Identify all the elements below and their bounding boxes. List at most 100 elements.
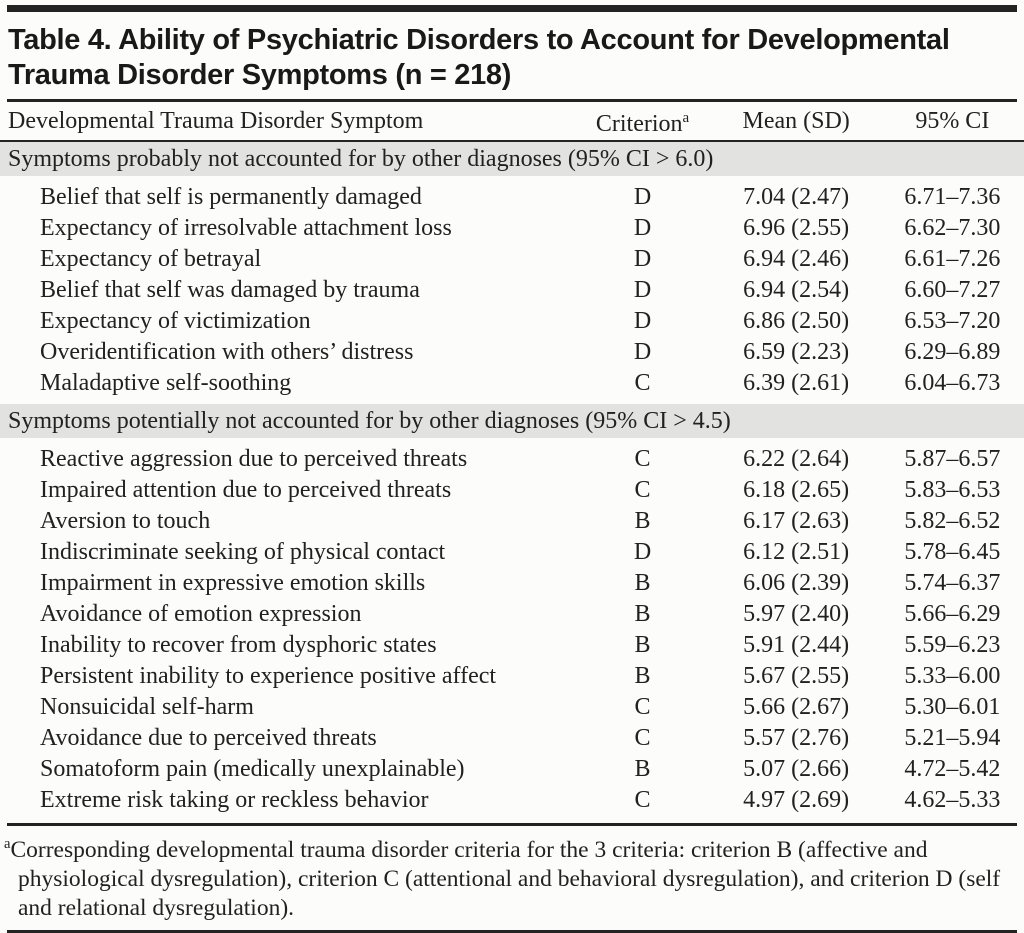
- symptom-cell: Overidentification with others’ distress: [40, 339, 414, 365]
- mean-sd-cell: 6.12 (2.51): [743, 539, 850, 565]
- symptom-row: Inability to recover from dysphoric stat…: [0, 630, 1024, 661]
- section-header-label: Symptoms probably not accounted for by o…: [0, 141, 1024, 176]
- mean-sd-cell: 6.86 (2.50): [743, 308, 850, 334]
- column-header-row: Developmental Trauma Disorder Symptom Cr…: [0, 102, 1024, 142]
- ci-cell: 5.33–6.00: [904, 663, 1001, 689]
- mean-sd-cell: 6.94 (2.54): [743, 277, 850, 303]
- criterion-cell: B: [634, 508, 651, 534]
- symptom-row: Belief that self is permanently damaged D…: [0, 176, 1024, 213]
- symptom-cell: Persistent inability to experience posit…: [40, 663, 497, 689]
- symptom-cell: Somatoform pain (medically unexplainable…: [40, 756, 465, 782]
- footnote-divider-rule: [7, 823, 1017, 826]
- section-header-row: Symptoms potentially not accounted for b…: [0, 404, 1024, 438]
- mean-sd-cell: 6.39 (2.61): [743, 370, 850, 396]
- mean-sd-cell: 6.96 (2.55): [743, 215, 850, 241]
- criterion-footnote-marker: a: [682, 110, 690, 126]
- symptom-cell: Expectancy of irresolvable attachment lo…: [40, 215, 452, 241]
- mean-sd-cell: 5.66 (2.67): [743, 694, 850, 720]
- mean-sd-cell: 6.59 (2.23): [743, 339, 850, 365]
- table-bottom-border-rule: [7, 929, 1017, 933]
- ci-cell: 6.71–7.36: [904, 184, 1001, 210]
- symptom-row: Avoidance due to perceived threats C 5.57 …: [0, 723, 1024, 754]
- symptom-row: Expectancy of irresolvable attachment lo…: [0, 213, 1024, 244]
- table-top-border-bar: [7, 5, 1017, 12]
- mean-sd-cell: 5.91 (2.44): [743, 632, 850, 658]
- mean-sd-cell: 4.97 (2.69): [743, 787, 850, 813]
- symptom-row: Expectancy of victimization D 6.86 (2.50) 6…: [0, 306, 1024, 337]
- symptom-row: Overidentification with others’ distress…: [0, 337, 1024, 368]
- symptom-cell: Avoidance of emotion expression: [40, 601, 362, 627]
- mean-sd-cell: 6.22 (2.64): [743, 446, 850, 472]
- column-header-symptom: Developmental Trauma Disorder Symptom: [0, 102, 574, 142]
- ci-cell: 6.62–7.30: [904, 215, 1001, 241]
- criterion-cell: D: [633, 339, 652, 365]
- symptom-cell: Impairment in expressive emotion skills: [40, 570, 426, 596]
- ci-cell: 4.72–5.42: [904, 756, 1001, 782]
- symptom-row: Persistent inability to experience posit…: [0, 661, 1024, 692]
- table-title-line-1: Table 4. Ability of Psychiatric Disorder…: [8, 24, 950, 56]
- ci-cell: 5.74–6.37: [904, 570, 1001, 596]
- symptom-row: Reactive aggression due to perceived thr…: [0, 438, 1024, 475]
- mean-sd-cell: 7.04 (2.47): [743, 184, 850, 210]
- symptom-row: Extreme risk taking or reckless behavior…: [0, 785, 1024, 821]
- symptom-row: Impaired attention due to perceived thre…: [0, 475, 1024, 506]
- ci-cell: 6.61–7.26: [904, 246, 1001, 272]
- symptom-row: Avoidance of emotion expression B 5.97 (2.…: [0, 599, 1024, 630]
- symptom-cell: Belief that self was damaged by trauma: [40, 277, 420, 303]
- ci-cell: 6.60–7.27: [904, 277, 1001, 303]
- symptom-cell: Expectancy of victimization: [40, 308, 311, 334]
- ci-cell: 5.83–6.53: [904, 477, 1001, 503]
- mean-sd-cell: 5.97 (2.40): [743, 601, 850, 627]
- mean-sd-cell: 6.06 (2.39): [743, 570, 850, 596]
- criterion-cell: C: [634, 694, 651, 720]
- column-header-criterion: Criteriona: [573, 102, 712, 142]
- ci-cell: 6.04–6.73: [904, 370, 1001, 396]
- criterion-cell: B: [634, 570, 651, 596]
- mean-sd-cell: 6.17 (2.63): [743, 508, 850, 534]
- symptom-cell: Indiscriminate seeking of physical conta…: [40, 539, 446, 565]
- mean-sd-cell: 5.57 (2.76): [743, 725, 850, 751]
- table-title: Table 4. Ability of Psychiatric Disorder…: [8, 23, 1016, 93]
- symptom-row: Nonsuicidal self-harm C 5.66 (2.67) 5.30–6.…: [0, 692, 1024, 723]
- criterion-header-label: Criterion: [595, 111, 683, 137]
- criterion-cell: C: [634, 477, 651, 503]
- mean-sd-cell: 6.18 (2.65): [743, 477, 850, 503]
- symptom-cell: Reactive aggression due to perceived thr…: [40, 446, 468, 472]
- journal-table-figure: Table 4. Ability of Psychiatric Disorder…: [0, 5, 1024, 933]
- symptom-cell: Nonsuicidal self-harm: [40, 694, 254, 720]
- criterion-cell: B: [634, 601, 651, 627]
- table-title-line-2: Trauma Disorder Symptoms (n = 218): [8, 59, 512, 91]
- criterion-cell: B: [634, 663, 651, 689]
- ci-cell: 4.62–5.33: [904, 787, 1001, 813]
- symptom-row: Somatoform pain (medically unexplainable…: [0, 754, 1024, 785]
- criterion-cell: B: [634, 756, 651, 782]
- ci-cell: 5.21–5.94: [904, 725, 1001, 751]
- mean-sd-cell: 5.67 (2.55): [743, 663, 850, 689]
- criterion-cell: D: [633, 539, 652, 565]
- symptom-cell: Expectancy of betrayal: [40, 246, 262, 272]
- ci-cell: 5.87–6.57: [904, 446, 1001, 472]
- ci-cell: 5.30–6.01: [904, 694, 1001, 720]
- symptom-row: Impairment in expressive emotion skills B…: [0, 568, 1024, 599]
- criterion-cell: D: [633, 215, 652, 241]
- ci-cell: 5.59–6.23: [904, 632, 1001, 658]
- criterion-cell: D: [633, 246, 652, 272]
- column-header-mean-sd: Mean (SD): [711, 102, 881, 142]
- symptom-cell: Avoidance due to perceived threats: [40, 725, 377, 751]
- criterion-cell: C: [634, 787, 651, 813]
- ci-cell: 5.78–6.45: [904, 539, 1001, 565]
- symptom-cell: Extreme risk taking or reckless behavior: [40, 787, 429, 813]
- symptom-cell: Inability to recover from dysphoric stat…: [40, 632, 437, 658]
- criterion-cell: B: [634, 632, 651, 658]
- symptom-row: Expectancy of betrayal D 6.94 (2.46) 6.61–7…: [0, 244, 1024, 275]
- criterion-cell: C: [634, 446, 651, 472]
- symptom-row: Indiscriminate seeking of physical conta…: [0, 537, 1024, 568]
- symptom-row: Maladaptive self-soothing C 6.39 (2.61) 6.0…: [0, 368, 1024, 404]
- criterion-cell: C: [634, 725, 651, 751]
- criterion-cell: D: [633, 308, 652, 334]
- symptom-row: Belief that self was damaged by trauma D 6…: [0, 275, 1024, 306]
- criterion-cell: C: [634, 370, 651, 396]
- table-footnote: aCorresponding developmental trauma diso…: [0, 830, 1018, 923]
- symptoms-table: Developmental Trauma Disorder Symptom Cr…: [0, 102, 1024, 821]
- mean-sd-cell: 6.94 (2.46): [743, 246, 850, 272]
